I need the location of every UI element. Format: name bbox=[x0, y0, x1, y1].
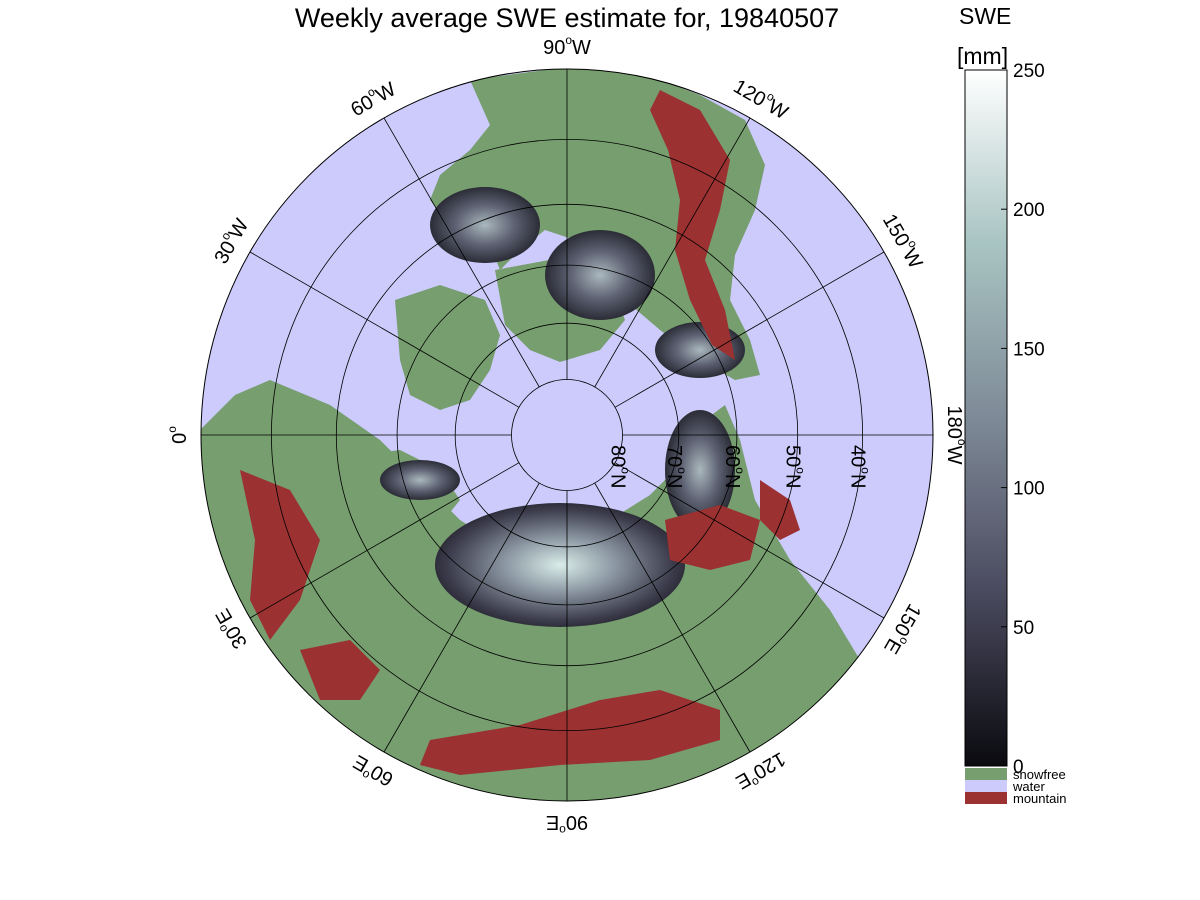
colorbar-tick-label: 100 bbox=[1013, 479, 1045, 500]
latitude-labels: 80oN 70oN 60oN 50oN 40oN bbox=[606, 445, 872, 488]
map-boundary bbox=[200, 68, 934, 802]
meridian-line bbox=[614, 251, 885, 408]
longitude-label: 180oW bbox=[943, 406, 969, 465]
colorbar-tick-label: 150 bbox=[1013, 339, 1045, 360]
polar-map-disc bbox=[201, 69, 933, 801]
latitude-label: 60oN bbox=[721, 445, 747, 488]
graticule bbox=[201, 69, 933, 801]
longitude-label: 0o bbox=[165, 426, 191, 444]
snow-cover-scandinavia bbox=[380, 460, 460, 500]
mountain-europe bbox=[240, 470, 320, 640]
meridian-line bbox=[594, 117, 751, 388]
longitude-label: 120oE bbox=[732, 747, 791, 796]
mountain-central-asia bbox=[420, 690, 720, 775]
meridian-line bbox=[383, 117, 540, 388]
snow-cover-north-america-east bbox=[545, 230, 655, 320]
meridian-line bbox=[594, 482, 751, 753]
colorbar-label-unit: [mm] bbox=[957, 43, 1008, 69]
colorbar-label-name: SWE bbox=[959, 3, 1011, 29]
meridian-line bbox=[614, 462, 885, 619]
meridian-line bbox=[249, 251, 520, 408]
legend-label-mountain: mountain bbox=[1013, 791, 1066, 806]
mountain-kamchatka bbox=[760, 480, 800, 540]
meridian-line bbox=[249, 462, 520, 619]
landmass-greenland bbox=[395, 285, 500, 410]
latitude-label: 70oN bbox=[663, 445, 689, 488]
latitude-label: 50oN bbox=[781, 445, 807, 488]
longitude-label: 90oW bbox=[543, 33, 591, 59]
mountain-rockies bbox=[650, 90, 735, 360]
legend-swatch-water bbox=[965, 780, 1007, 792]
colorbar-tick-label: 250 bbox=[1013, 61, 1045, 82]
colorbar: SWE [mm] 0 50 100 150 200 250 bbox=[957, 3, 1045, 778]
snow-cover-siberia bbox=[665, 410, 735, 530]
colorbar-gradient bbox=[964, 69, 1008, 767]
colorbar-tick-label: 50 bbox=[1013, 618, 1034, 639]
longitude-label: 90oE bbox=[546, 811, 588, 837]
map-title: Weekly average SWE estimate for, 1984050… bbox=[295, 3, 839, 33]
colorbar-ticks: 0 50 100 150 200 250 bbox=[1001, 61, 1045, 778]
longitude-label: 30oE bbox=[208, 605, 252, 655]
legend-swatch-mountain bbox=[965, 792, 1007, 804]
colorbar-tick-label: 200 bbox=[1013, 200, 1045, 221]
legend-label-water: water bbox=[1012, 779, 1045, 794]
latitude-label: 40oN bbox=[846, 445, 872, 488]
meridian-line bbox=[383, 482, 540, 753]
snow-cover-eurasia bbox=[435, 503, 685, 627]
snow-cover-north-america-west bbox=[430, 187, 540, 263]
colorbar-tick-label: 0 bbox=[1013, 757, 1024, 778]
legend-label-snowfree: snowfree bbox=[1013, 767, 1066, 782]
mountain-caucasus bbox=[300, 640, 380, 700]
latitude-label: 80oN bbox=[606, 445, 632, 488]
legend-swatch-snowfree bbox=[965, 768, 1007, 780]
longitude-label: 60oE bbox=[348, 750, 398, 794]
